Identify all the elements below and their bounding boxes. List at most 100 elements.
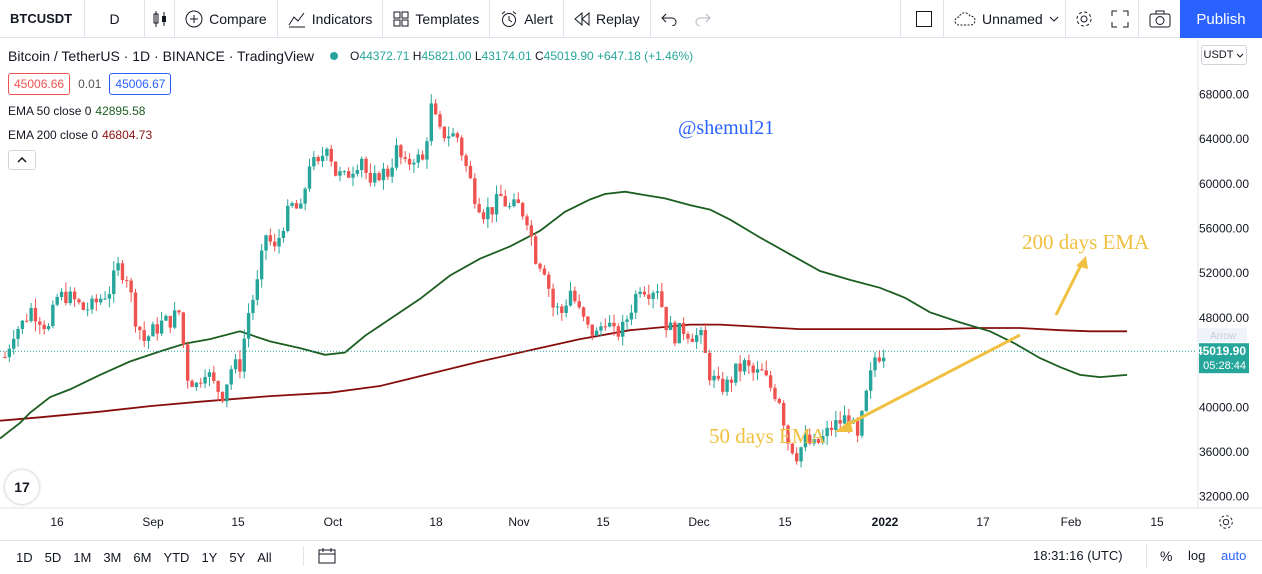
candle-body bbox=[242, 338, 246, 372]
candle-body bbox=[473, 178, 477, 205]
auto-scale-button[interactable]: auto bbox=[1221, 548, 1247, 563]
range-1y[interactable]: 1Y bbox=[201, 550, 218, 565]
publish-button[interactable]: Publish bbox=[1180, 0, 1262, 38]
replay-label: Replay bbox=[596, 10, 640, 27]
candle-body bbox=[207, 372, 212, 377]
candle-body bbox=[155, 324, 159, 334]
ema200-value: 46804.73 bbox=[102, 128, 153, 142]
candles-layer bbox=[3, 94, 886, 468]
price-chart[interactable]: 32000.0036000.0040000.0044000.0048000.00… bbox=[0, 39, 1262, 574]
templates-button[interactable]: Templates bbox=[383, 0, 491, 38]
candle-body bbox=[712, 375, 716, 381]
symbol-label: BTCUSDT bbox=[10, 11, 73, 26]
percent-scale-button[interactable]: % bbox=[1160, 548, 1173, 564]
redo-icon[interactable] bbox=[695, 12, 711, 26]
arrow-50-days-ema-head bbox=[835, 420, 853, 432]
candle-body bbox=[125, 280, 129, 282]
price-tick-label: 60000.00 bbox=[1199, 177, 1249, 191]
price-tick-label: 36000.00 bbox=[1199, 445, 1249, 459]
legend-collapse-button[interactable] bbox=[8, 150, 36, 170]
date-range-icon[interactable] bbox=[318, 548, 336, 564]
time-axis-settings-button[interactable] bbox=[1219, 515, 1233, 529]
snapshot-button[interactable] bbox=[1138, 0, 1181, 38]
candle-body bbox=[816, 439, 821, 443]
candle-body bbox=[847, 415, 851, 424]
chart-type-button[interactable] bbox=[145, 0, 176, 38]
candle-body bbox=[708, 352, 712, 381]
range-5y[interactable]: 5Y bbox=[229, 550, 246, 565]
candle-body bbox=[42, 324, 46, 330]
price-tick-label: 52000.00 bbox=[1199, 266, 1249, 280]
range-ytd[interactable]: YTD bbox=[163, 550, 190, 565]
market-status-dot bbox=[330, 52, 339, 60]
cloud-icon bbox=[954, 12, 976, 26]
candle-body bbox=[821, 436, 825, 443]
range-6m[interactable]: 6M bbox=[133, 550, 152, 565]
candle-body bbox=[3, 357, 7, 359]
buy-price-button[interactable]: 45006.67 bbox=[109, 73, 172, 95]
candle-body bbox=[129, 280, 133, 293]
alert-button[interactable]: Alert bbox=[490, 0, 565, 38]
replay-button[interactable]: Replay bbox=[564, 0, 651, 38]
range-3m[interactable]: 3M bbox=[103, 550, 122, 565]
range-all[interactable]: All bbox=[257, 550, 272, 565]
undo-icon[interactable] bbox=[660, 12, 677, 26]
candle-body bbox=[760, 369, 764, 371]
candle-body bbox=[625, 319, 629, 322]
ema50-line bbox=[0, 190, 1128, 440]
range-1m[interactable]: 1M bbox=[73, 550, 92, 565]
price-tick-label: 40000.00 bbox=[1199, 400, 1249, 414]
candle-body bbox=[555, 306, 560, 308]
candle-body bbox=[81, 302, 85, 310]
candle-body bbox=[172, 310, 177, 328]
fullscreen-button[interactable] bbox=[1101, 0, 1139, 38]
layout-button[interactable] bbox=[900, 0, 947, 38]
candle-body bbox=[290, 203, 294, 206]
layout-name-label: Unnamed bbox=[982, 11, 1043, 27]
candle-body bbox=[751, 365, 755, 373]
candle-body bbox=[394, 145, 399, 168]
candle-body bbox=[460, 137, 464, 156]
range-5d[interactable]: 5D bbox=[44, 550, 62, 565]
utc-clock[interactable]: 18:31:16 (UTC) bbox=[1033, 548, 1123, 563]
range-1d[interactable]: 1D bbox=[16, 550, 33, 565]
candle-body bbox=[507, 206, 512, 208]
buy-sell-panel: 45006.66 0.01 45006.67 bbox=[8, 73, 172, 95]
time-tick-label: 15 bbox=[778, 515, 792, 529]
layout-name-button[interactable]: Unnamed bbox=[943, 0, 1069, 38]
interval-button[interactable]: D bbox=[85, 0, 146, 38]
currency-select[interactable]: USDT bbox=[1201, 45, 1247, 65]
candle-body bbox=[764, 370, 768, 376]
candle-body bbox=[264, 235, 268, 251]
indicators-button[interactable]: Indicators bbox=[278, 0, 384, 38]
symbol-title[interactable]: Bitcoin / TetherUS · 1D · BINANCE · Trad… bbox=[8, 48, 315, 64]
candle-body bbox=[481, 212, 486, 220]
hidden-tag: Arrow bbox=[1210, 331, 1237, 342]
candle-body bbox=[320, 155, 325, 162]
tradingview-logo[interactable]: 17 bbox=[5, 470, 39, 504]
candle-body bbox=[873, 357, 877, 371]
candle-body bbox=[399, 145, 403, 158]
ema50-legend[interactable]: EMA 50 close 0 42895.58 bbox=[8, 104, 145, 118]
candle-body bbox=[46, 326, 51, 330]
candle-body bbox=[212, 372, 216, 382]
candle-body bbox=[542, 268, 547, 275]
compare-button[interactable]: Compare bbox=[175, 0, 278, 38]
alarm-clock-icon bbox=[501, 10, 517, 27]
settings-button[interactable] bbox=[1065, 0, 1102, 38]
sell-price-button[interactable]: 45006.66 bbox=[8, 73, 71, 95]
symbol-search-button[interactable]: BTCUSDT bbox=[0, 0, 86, 38]
last-price-value: 45019.90 bbox=[1196, 344, 1246, 358]
candle-body bbox=[868, 370, 873, 391]
gear-icon bbox=[1219, 515, 1233, 529]
candle-body bbox=[586, 316, 590, 325]
ema200-legend[interactable]: EMA 200 close 0 46804.73 bbox=[8, 128, 152, 142]
indicators-label: Indicators bbox=[311, 10, 373, 27]
candle-body bbox=[177, 310, 181, 313]
log-scale-button[interactable]: log bbox=[1188, 548, 1206, 563]
candle-body bbox=[660, 291, 664, 307]
candle-body bbox=[259, 250, 264, 280]
candle-body bbox=[512, 199, 516, 207]
candle-body bbox=[812, 439, 816, 444]
candle-body bbox=[112, 270, 116, 295]
